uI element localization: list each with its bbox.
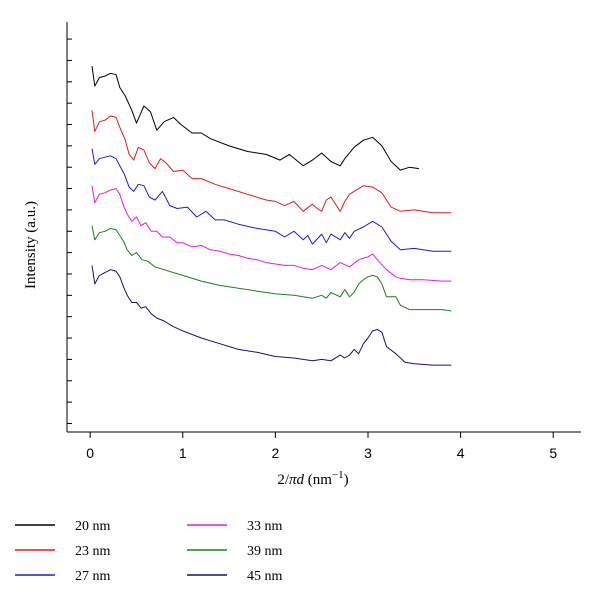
series-line-45-nm: [91, 265, 452, 366]
series-line-39-nm: [91, 225, 452, 312]
series-line-33-nm: [91, 185, 452, 282]
series-group: [91, 66, 452, 366]
x-tick-label: 4: [457, 445, 465, 461]
legend-label: 33 nm: [247, 519, 283, 534]
x-axis-title-prefix: 2/: [277, 472, 290, 488]
x-tick-label: 5: [549, 445, 557, 461]
x-tick-label: 1: [179, 445, 187, 461]
legend: 20 nm 23 nm 27 nm 33 nm 39 nm 45 nm: [15, 519, 283, 584]
x-axis-title-open: (nm: [304, 472, 332, 488]
series-line-23-nm: [91, 110, 452, 214]
plot-frame: [66, 22, 581, 433]
legend-label: 20 nm: [75, 519, 111, 534]
legend-label: 45 nm: [247, 569, 283, 584]
x-tick-label: 0: [86, 445, 94, 461]
series-line-27-nm: [91, 148, 452, 252]
x-tick-label: 2: [271, 445, 279, 461]
x-axis-title: 2/πd (nm−1): [277, 469, 348, 488]
x-axis-title-pi: π: [289, 472, 297, 488]
x-axis-title-exponent: −1: [332, 469, 344, 481]
y-axis-title: Intensity (a.u.): [23, 201, 39, 289]
legend-label: 39 nm: [247, 544, 283, 559]
legend-label: 27 nm: [75, 569, 111, 584]
x-ticks: 0 1 2 3 4 5: [86, 432, 557, 461]
x-axis-title-d: d: [297, 472, 305, 488]
x-axis-title-close: ): [344, 472, 349, 488]
legend-label: 23 nm: [75, 544, 111, 559]
x-tick-label: 3: [364, 445, 372, 461]
series-line-20-nm: [91, 66, 419, 171]
y-ticks: [67, 38, 72, 424]
